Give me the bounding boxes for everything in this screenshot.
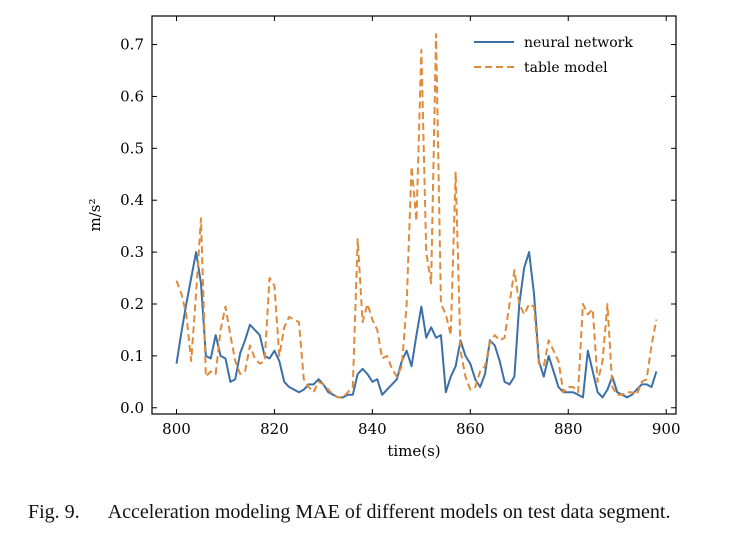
- ticks-layer: 800 820 840 860 880 900 0.0 0.1 0.2 0.3 0.4 0.5 0.6 0…: [120, 16, 681, 438]
- y-tick-label: 0.3: [120, 243, 144, 261]
- caption-label: Fig. 9.: [28, 501, 80, 523]
- y-tick-label: 0.7: [120, 36, 144, 54]
- y-tick-label: 0.2: [120, 295, 144, 313]
- series-layer: [175, 33, 658, 399]
- x-tick-label: 820: [260, 420, 289, 438]
- y-tick-label: 0.0: [120, 399, 144, 417]
- x-tick-label: 840: [358, 420, 387, 438]
- x-axis-title: time(s): [387, 442, 440, 460]
- y-tick-label: 0.6: [120, 87, 144, 105]
- x-tick-label: 860: [456, 420, 485, 438]
- y-tick-label: 0.5: [120, 139, 144, 157]
- legend-label-table-model: table model: [524, 60, 608, 76]
- y-tick-label: 0.4: [120, 191, 144, 209]
- legend-frame: [460, 26, 670, 80]
- figure-caption: Fig. 9. Acceleration modeling MAE of diff…: [28, 500, 728, 525]
- caption-text: Acceleration modeling MAE of different m…: [107, 501, 671, 523]
- series-line-neural-network: [175, 251, 658, 399]
- legend: neural network table model: [460, 26, 670, 80]
- line-chart: 800 820 840 860 880 900 0.0 0.1 0.2 0.3 0.4 0.5 0.6 0…: [86, 15, 681, 460]
- plot-frame: [151, 15, 677, 415]
- x-tick-label: 880: [554, 420, 583, 438]
- y-axis-title: m/s²: [86, 199, 104, 232]
- y-tick-label: 0.1: [120, 347, 144, 365]
- x-tick-label: 800: [162, 420, 191, 438]
- legend-label-neural-network: neural network: [524, 35, 633, 51]
- x-tick-label: 900: [652, 420, 681, 438]
- series-line-table-model: [175, 33, 658, 399]
